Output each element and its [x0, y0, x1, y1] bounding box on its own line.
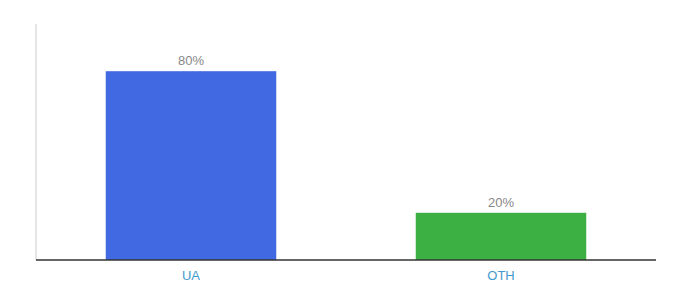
x-axis-line: [36, 259, 656, 261]
data-label: 20%: [488, 195, 514, 210]
chart-container: 80% 20% UA OTH: [0, 0, 680, 300]
x-tick-label: UA: [182, 268, 200, 283]
chart: 80% 20% UA OTH: [0, 0, 680, 300]
bar: [416, 213, 587, 260]
bar: [106, 71, 277, 260]
bars: [106, 71, 587, 260]
data-label: 80%: [178, 53, 204, 68]
x-tick-label: OTH: [487, 268, 514, 283]
y-axis-line: [36, 24, 37, 260]
